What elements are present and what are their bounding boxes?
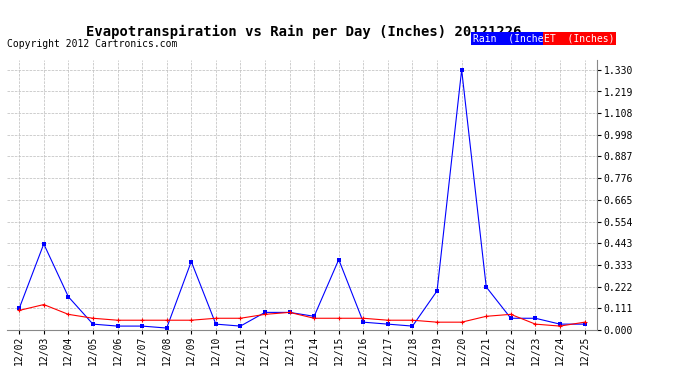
Text: Rain  (Inches): Rain (Inches) [473, 34, 555, 44]
Text: ET  (Inches): ET (Inches) [544, 34, 615, 44]
Text: Copyright 2012 Cartronics.com: Copyright 2012 Cartronics.com [7, 39, 177, 50]
Text: Evapotranspiration vs Rain per Day (Inches) 20121226: Evapotranspiration vs Rain per Day (Inch… [86, 24, 522, 39]
